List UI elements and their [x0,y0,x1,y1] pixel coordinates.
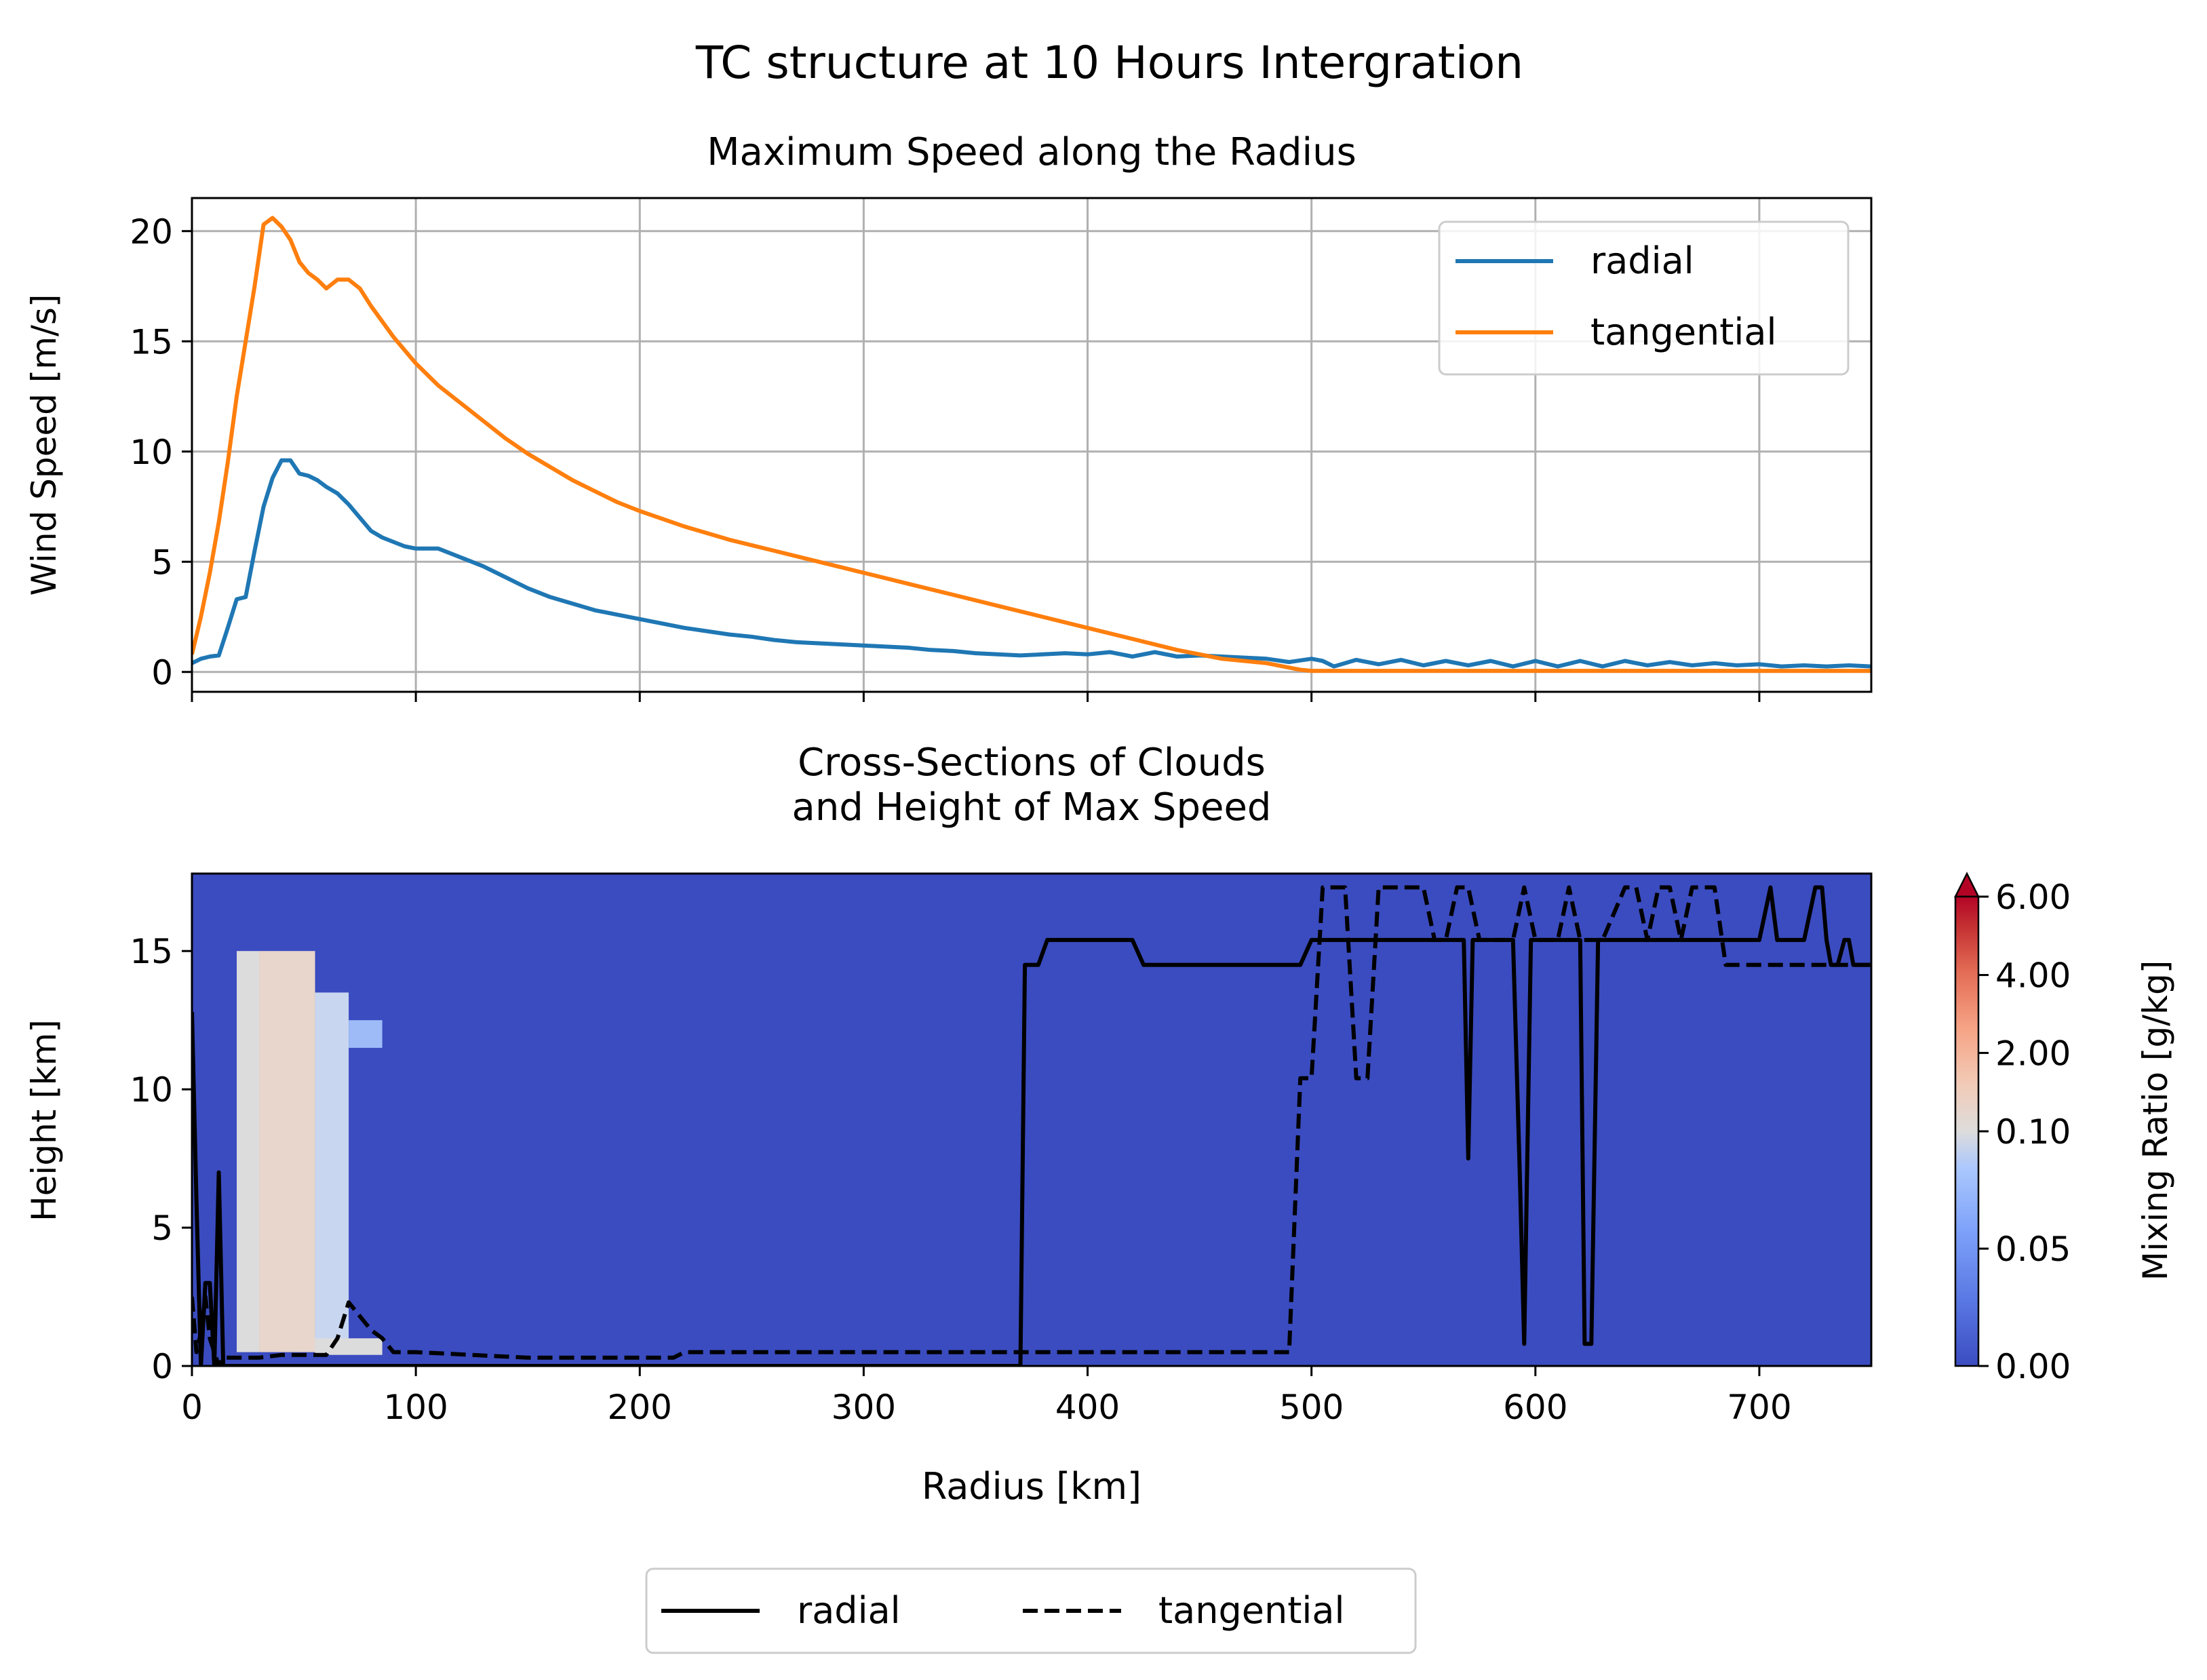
cloud-cell [315,992,349,1352]
cloud-cell [349,1020,383,1048]
bottom-x-tick-label: 300 [832,1388,896,1427]
bottom-x-ticks: 0 100 200 300 400 500 600 700 [181,1366,1792,1427]
colorbar-ticks: 0.00 0.05 0.10 2.00 4.00 6.00 [1978,878,2071,1386]
top-series-radial [192,458,1871,669]
bottom-x-tick-label: 400 [1055,1388,1120,1427]
colorbar-tick-label: 0.00 [1995,1347,2071,1386]
bottom-series-radial [192,885,1871,1366]
top-y-tick-label: 5 [151,543,173,582]
colorbar-tick-label: 0.10 [1995,1112,2071,1152]
colorbar-tick-label: 0.05 [1995,1230,2071,1269]
suptitle: TC structure at 10 Hours Intergration [695,37,1523,89]
top-series [192,216,1871,673]
bottom-x-tick-label: 700 [1727,1388,1791,1427]
top-series-tangential [192,216,1871,673]
bottom-series [192,885,1871,1366]
top-legend: radial tangential [1438,220,1850,376]
top-panel-title: Maximum Speed along the Radius [707,130,1356,174]
colorbar-tick-label: 4.00 [1995,956,2071,996]
bottom-x-tick-label: 600 [1503,1388,1567,1427]
top-y-tick-label: 10 [130,433,173,472]
bottom-legend: radial tangential [645,1567,1417,1654]
colorbar-tick-label: 6.00 [1995,878,2071,917]
top-legend-tangential-label: tangential [1590,311,1776,353]
heatmap-background [192,874,1871,1366]
top-y-tick-label: 0 [151,653,173,692]
bottom-x-tick-label: 100 [383,1388,448,1427]
bottom-y-tick-label: 5 [151,1209,173,1248]
bottom-series-tangential [192,885,1871,1366]
bottom-panel-title: Cross-Sections of Clouds and Height of Ma… [792,741,1272,829]
bottom-legend-radial-label: radial [797,1589,901,1632]
colorbar: 0.00 0.05 0.10 2.00 4.00 6.00 Mixing Ratio [g… [1953,872,2175,1386]
colorbar-tick-label: 2.00 [1995,1034,2071,1073]
bottom-x-tick-label: 0 [181,1388,203,1427]
top-y-tick-label: 20 [130,212,173,252]
top-y-ticks: 0 5 10 15 20 [130,212,192,692]
bottom-y-ticks: 0 5 10 15 [130,932,192,1386]
bottom-y-tick-label: 0 [151,1347,173,1386]
top-axes-frame [191,197,1873,693]
cloud-cell [237,951,260,1352]
bottom-panel-title-line: Cross-Sections of Clouds [798,741,1266,785]
cloud-cell [259,951,315,1352]
top-x-ticks [191,692,1761,702]
top-legend-radial-label: radial [1590,239,1694,282]
bottom-x-tick-label: 200 [608,1388,672,1427]
top-y-axis-label: Wind Speed [m/s] [24,294,64,596]
bottom-panel-title-line: and Height of Max Speed [792,785,1272,829]
bottom-x-tick-label: 500 [1279,1388,1344,1427]
colorbar-label: Mixing Ratio [g/kg] [2136,960,2175,1281]
bottom-y-axis-label: Height [km] [24,1019,64,1222]
bottom-heatmap [192,874,1871,1366]
bottom-y-tick-label: 10 [130,1070,173,1110]
bottom-y-tick-label: 15 [130,932,173,971]
bottom-axes-frame [191,872,1873,1367]
colorbar-gradient [1954,895,1980,1367]
bottom-x-axis-label: Radius [km] [922,1465,1141,1508]
cloud-cell [315,1338,383,1355]
bottom-legend-tangential-label: tangential [1158,1589,1344,1632]
top-y-tick-label: 15 [130,322,173,362]
